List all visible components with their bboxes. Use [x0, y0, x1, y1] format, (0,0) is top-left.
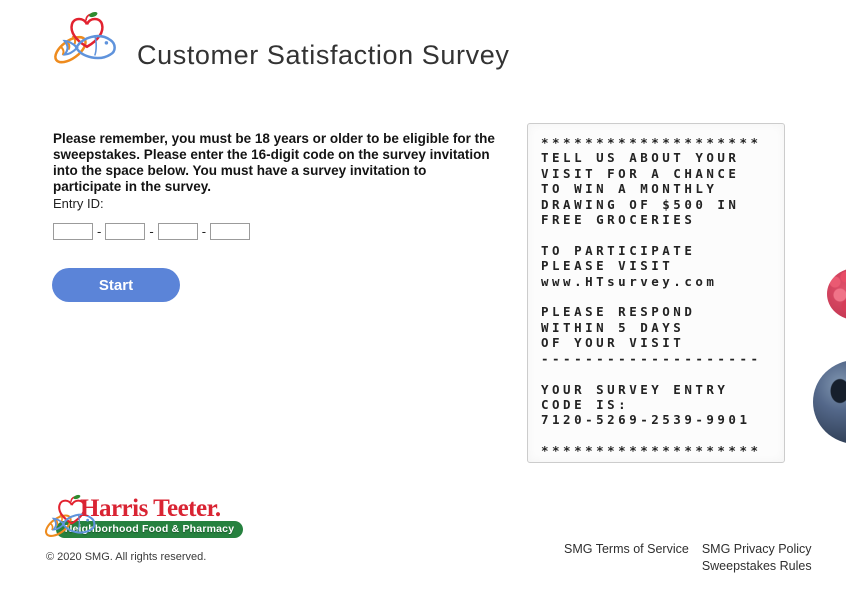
entry-id-segment-3[interactable]	[157, 223, 198, 240]
receipt-line: YOUR SURVEY ENTRY	[541, 381, 729, 397]
harris-teeter-mark-icon	[52, 9, 116, 69]
start-button[interactable]: Start	[52, 268, 180, 302]
entry-id-field-group: - - -	[53, 223, 251, 240]
eligibility-instructions: Please remember, you must be 18 years or…	[53, 130, 495, 195]
receipt-line: PLEASE RESPOND	[541, 304, 696, 320]
receipt-sample-image: ******************** TELL US ABOUT YOUR VI…	[527, 123, 785, 463]
entry-id-segment-1[interactable]	[53, 223, 93, 240]
raspberry-image	[827, 268, 846, 320]
copyright-notice: © 2020 SMG. All rights reserved.	[46, 551, 207, 563]
blueberry-image	[813, 360, 846, 444]
receipt-line	[541, 366, 784, 381]
receipt-line	[541, 428, 784, 443]
receipt-line: ********************	[541, 443, 762, 459]
entry-id-separator: -	[149, 224, 154, 239]
receipt-line	[541, 289, 784, 304]
page-title: Customer Satisfaction Survey	[137, 40, 510, 71]
receipt-line: ********************	[541, 135, 762, 150]
receipt-line: WITHIN 5 DAYS	[541, 319, 685, 335]
receipt-line: DRAWING OF $500 IN	[541, 196, 740, 212]
entry-id-segment-4[interactable]	[210, 223, 251, 240]
receipt-line	[541, 227, 784, 242]
receipt-line: PLEASE VISIT	[541, 258, 674, 274]
footer-links: SMG Terms of Service SMG Privacy Policy …	[564, 542, 812, 573]
receipt-line: TO PARTICIPATE	[541, 242, 696, 258]
receipt-line: 7120-5269-2539-9901	[541, 412, 751, 428]
receipt-line: CODE IS:	[541, 396, 630, 412]
entry-id-separator: -	[201, 224, 207, 239]
receipt-line: VISIT FOR A CHANCE	[541, 165, 740, 181]
entry-id-separator: -	[97, 224, 102, 239]
receipt-line: FREE GROCERIES	[541, 212, 696, 228]
footer-links-column: SMG Privacy Policy Sweepstakes Rules	[702, 542, 812, 573]
entry-id-segment-2[interactable]	[105, 223, 146, 240]
receipt-line: TELL US ABOUT YOUR	[541, 150, 740, 166]
harris-teeter-tagline-banner: Neighborhood Food & Pharmacy	[56, 521, 243, 538]
receipt-line: OF YOUR VISIT	[541, 335, 685, 351]
receipt-line: www.HTsurvey.com	[541, 273, 718, 289]
sweepstakes-rules-link[interactable]: Sweepstakes Rules	[701, 559, 812, 573]
harris-teeter-logo-text: Harris Teeter.	[80, 495, 221, 522]
receipt-line: TO WIN A MONTHLY	[541, 181, 718, 197]
privacy-policy-link[interactable]: SMG Privacy Policy	[701, 542, 812, 556]
terms-of-service-link[interactable]: SMG Terms of Service	[564, 542, 689, 556]
entry-id-label: Entry ID:	[53, 196, 104, 211]
receipt-line: --------------------	[541, 350, 762, 366]
